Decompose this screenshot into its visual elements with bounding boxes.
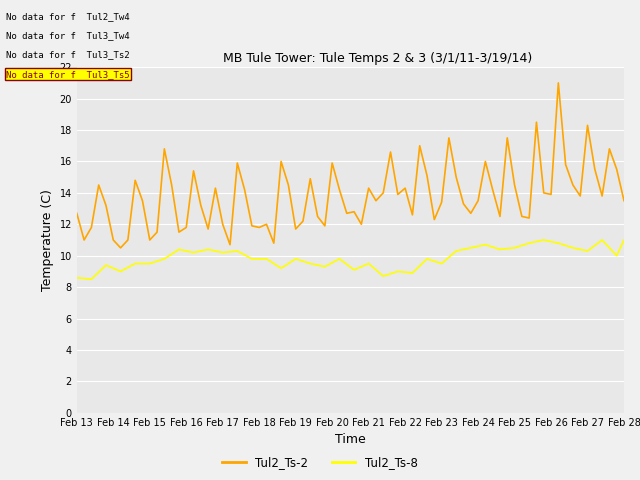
Tul2_Ts-8	[408, 270, 416, 276]
Text: No data for f  Tul3_Ts2: No data for f Tul3_Ts2	[6, 50, 130, 60]
Tul2_Ts-8	[189, 250, 197, 255]
Tul2_Ts-8	[598, 237, 606, 243]
Tul2_Ts-8	[248, 256, 256, 262]
Tul2_Ts-2	[270, 240, 278, 246]
Tul2_Ts-8	[481, 242, 489, 248]
Tul2_Ts-8	[569, 245, 577, 251]
Tul2_Ts-8	[380, 273, 387, 279]
Tul2_Ts-8	[204, 247, 212, 252]
Tul2_Ts-8	[321, 264, 329, 270]
Tul2_Ts-8	[554, 240, 562, 246]
Tul2_Ts-8	[307, 261, 314, 266]
Tul2_Ts-2	[620, 198, 628, 204]
Tul2_Ts-2	[554, 80, 562, 86]
Tul2_Ts-8	[467, 245, 475, 251]
Tul2_Ts-8	[584, 248, 591, 254]
Tul2_Ts-8	[277, 265, 285, 271]
Tul2_Ts-8	[511, 245, 518, 251]
Tul2_Ts-8	[525, 240, 533, 246]
Text: No data for f  Tul2_Tw4: No data for f Tul2_Tw4	[6, 12, 130, 21]
Tul2_Ts-8	[116, 268, 124, 274]
Tul2_Ts-8	[73, 275, 81, 281]
Tul2_Ts-2	[116, 245, 124, 251]
Tul2_Ts-8	[627, 253, 635, 259]
Tul2_Ts-8	[452, 248, 460, 254]
Tul2_Ts-8	[102, 262, 110, 268]
Tul2_Ts-2	[445, 135, 452, 141]
Tul2_Ts-8	[423, 256, 431, 262]
Tul2_Ts-2	[518, 214, 525, 219]
Title: MB Tule Tower: Tule Temps 2 & 3 (3/1/11-3/19/14): MB Tule Tower: Tule Temps 2 & 3 (3/1/11-…	[223, 52, 532, 65]
Text: No data for f  Tul3_Tw4: No data for f Tul3_Tw4	[6, 31, 130, 40]
Tul2_Ts-2	[131, 178, 139, 183]
Tul2_Ts-8	[161, 256, 168, 262]
Tul2_Ts-8	[438, 261, 445, 266]
Text: No data for f  Tul3_Ts5: No data for f Tul3_Ts5	[6, 70, 130, 79]
Tul2_Ts-8	[88, 276, 95, 282]
Tul2_Ts-8	[292, 256, 300, 262]
Tul2_Ts-8	[262, 256, 270, 262]
Tul2_Ts-8	[175, 247, 183, 252]
Tul2_Ts-2	[431, 216, 438, 222]
Tul2_Ts-8	[496, 247, 504, 252]
Tul2_Ts-8	[234, 248, 241, 254]
Tul2_Ts-2	[365, 185, 372, 191]
Tul2_Ts-8	[620, 237, 628, 243]
Legend: Tul2_Ts-2, Tul2_Ts-8: Tul2_Ts-2, Tul2_Ts-8	[218, 452, 422, 474]
Tul2_Ts-8	[394, 268, 402, 274]
Tul2_Ts-8	[613, 253, 621, 259]
Tul2_Ts-8	[365, 261, 372, 266]
Tul2_Ts-8	[335, 256, 343, 262]
Tul2_Ts-8	[350, 267, 358, 273]
Tul2_Ts-2	[73, 210, 81, 216]
Y-axis label: Temperature (C): Temperature (C)	[41, 189, 54, 291]
X-axis label: Time: Time	[335, 433, 366, 446]
Line: Tul2_Ts-8: Tul2_Ts-8	[77, 240, 631, 279]
Tul2_Ts-8	[131, 261, 139, 266]
Tul2_Ts-8	[146, 261, 154, 266]
Line: Tul2_Ts-2: Tul2_Ts-2	[77, 83, 624, 248]
Tul2_Ts-8	[219, 250, 227, 255]
Tul2_Ts-8	[540, 237, 548, 243]
